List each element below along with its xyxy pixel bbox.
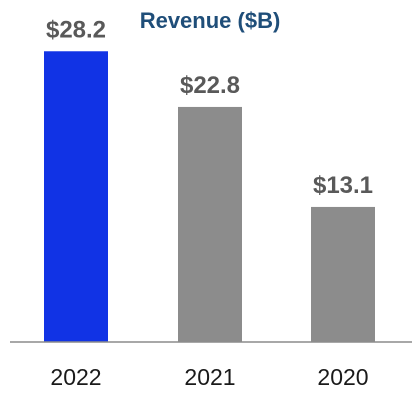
data-label-2022: $28.2 xyxy=(46,16,106,43)
chart-title: Revenue ($B) xyxy=(139,8,281,33)
bar-2022 xyxy=(44,51,108,343)
x-tick-label-2020: 2020 xyxy=(317,364,368,390)
bars-group xyxy=(44,51,375,343)
data-label-2020: $13.1 xyxy=(313,172,373,199)
data-label-2021: $22.8 xyxy=(180,72,240,99)
x-tick-labels-group: 2022 2021 2020 xyxy=(50,364,368,390)
x-tick-label-2022: 2022 xyxy=(50,364,101,390)
bar-2021 xyxy=(178,106,242,342)
bar-2020 xyxy=(311,206,375,342)
data-labels-group: $28.2 $22.8 $13.1 xyxy=(46,16,373,199)
x-tick-label-2021: 2021 xyxy=(184,364,235,390)
